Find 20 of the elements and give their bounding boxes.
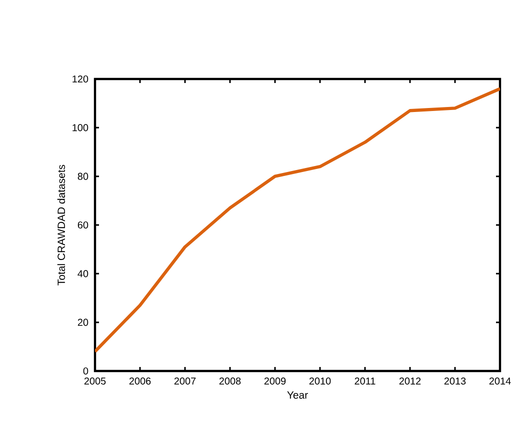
x-tick-label: 2012: [399, 378, 421, 385]
x-tick-label: 2007: [174, 378, 196, 385]
y-tick-label: 80: [78, 172, 88, 180]
x-tick-label: 2009: [264, 378, 286, 385]
x-tick-label: 2014: [489, 378, 511, 385]
y-tick-label: 120: [72, 75, 88, 83]
y-tick-label: 0: [83, 367, 88, 375]
x-tick-label: 2006: [129, 378, 151, 385]
x-tick-label: 2010: [309, 378, 331, 385]
x-tick-label: 2008: [219, 378, 241, 385]
x-tick-label: 2013: [444, 378, 466, 385]
x-axis-title: Year: [287, 391, 308, 399]
x-tick-label: 2011: [354, 378, 376, 385]
x-tick-label: 2005: [84, 378, 106, 385]
y-axis-title: Total CRAWDAD datasets: [57, 164, 66, 286]
y-tick-label: 60: [78, 221, 88, 229]
line-series: [95, 87, 500, 354]
y-tick-label: 20: [78, 318, 88, 326]
y-tick-label: 40: [78, 270, 88, 278]
y-tick-label: 100: [72, 124, 88, 132]
